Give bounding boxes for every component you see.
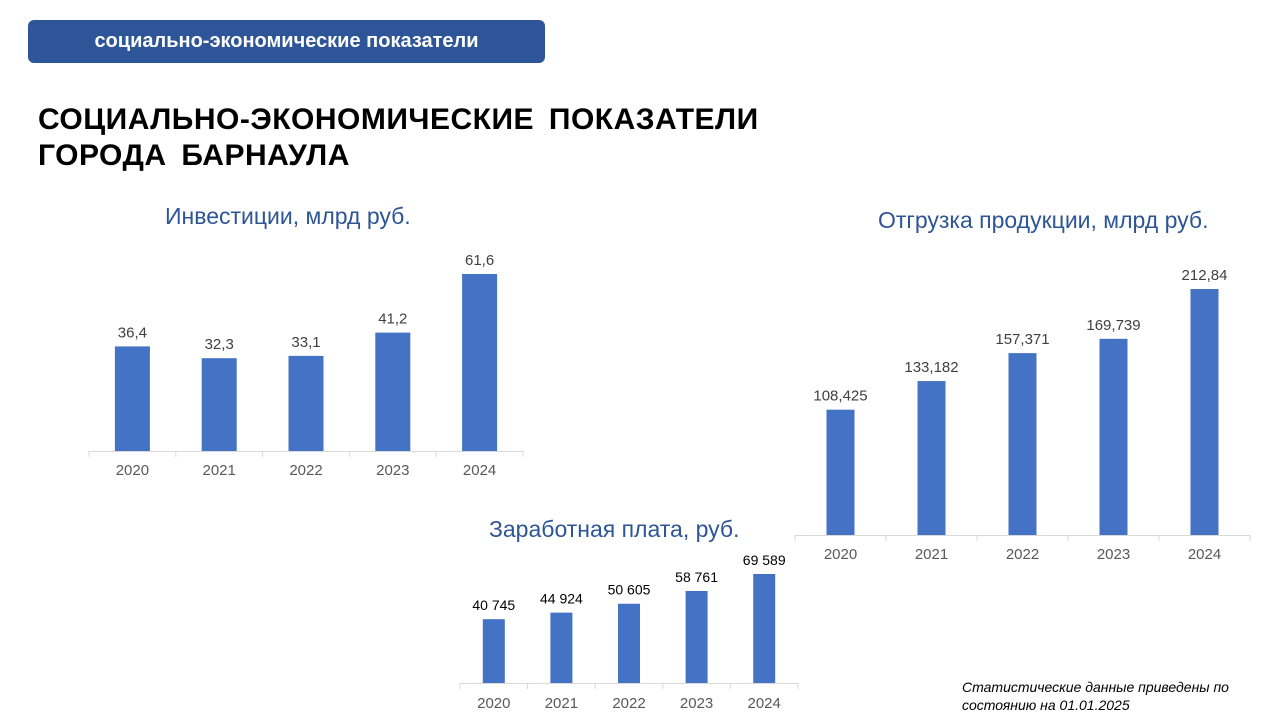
salary-bar-2021 [550, 612, 573, 683]
shipment-data-label-2022: 157,371 [995, 331, 1049, 348]
salary-data-label-2023: 58 761 [675, 569, 718, 585]
shipment-tick-label-2022: 2022 [1006, 546, 1039, 563]
salary-data-label-2021: 44 924 [540, 591, 583, 607]
salary-data-label-2020: 40 745 [472, 597, 515, 613]
salary-tick-label-2023: 2023 [680, 695, 713, 712]
salary-tick-label-2021: 2021 [545, 695, 578, 712]
salary-tick-label-2022: 2022 [612, 695, 645, 712]
footnote-line-2: состоянию на 01.01.2025 [962, 697, 1130, 713]
shipment-bar-2021 [917, 381, 946, 535]
shipment-data-label-2024: 212,84 [1182, 267, 1228, 284]
investments-chart-title: Инвестиции, млрд руб. [165, 203, 411, 229]
footnote-line-1: Статистические данные приведены по [962, 679, 1229, 695]
investments-bar-2024 [462, 274, 498, 451]
salary-bar-2024 [753, 574, 776, 683]
salary-chart-title: Заработная плата, руб. [489, 516, 740, 542]
investments-tick-label-2021: 2021 [203, 462, 236, 479]
shipment-bar-2020 [826, 409, 855, 535]
salary-bar-2022 [618, 603, 640, 683]
investments-data-label-2022: 33,1 [291, 334, 320, 351]
page-title: СОЦИАЛЬНО-ЭКОНОМИЧЕСКИЕ ПОКАЗАТЕЛИ ГОРОД… [38, 102, 759, 174]
shipment-data-label-2020: 108,425 [813, 388, 867, 405]
investments-bar-2022 [288, 355, 324, 451]
shipment-tick-label-2021: 2021 [915, 546, 948, 563]
page-title-line-1: СОЦИАЛЬНО-ЭКОНОМИЧЕСКИЕ ПОКАЗАТЕЛИ [38, 103, 759, 136]
investments-data-label-2020: 36,4 [118, 324, 147, 341]
investments-tick-label-2023: 2023 [376, 462, 409, 479]
investments-data-label-2021: 32,3 [205, 336, 234, 353]
header-badge: социально-экономические показатели [28, 20, 545, 63]
investments-bar-2021 [201, 358, 237, 451]
shipment-bar-2023 [1099, 338, 1128, 535]
shipment-data-label-2021: 133,182 [904, 359, 958, 376]
salary-bar-2020 [482, 619, 505, 683]
salary-tick-label-2024: 2024 [748, 695, 781, 712]
investments-tick-label-2020: 2020 [116, 462, 149, 479]
investments-bar-2023 [375, 332, 411, 451]
investments-bar-2020 [114, 346, 150, 451]
shipment-chart-title: Отгрузка продукции, млрд руб. [878, 207, 1209, 233]
footnote: Статистические данные приведены по состо… [962, 678, 1272, 714]
shipment-bar-2024 [1190, 289, 1219, 535]
salary-bar-2023 [685, 590, 708, 683]
page-title-line-2: ГОРОДА БАРНАУЛА [38, 139, 350, 172]
salary-data-label-2024: 69 589 [743, 552, 786, 568]
salary-tick-label-2020: 2020 [477, 695, 510, 712]
investments-tick-label-2022: 2022 [289, 462, 322, 479]
shipment-tick-label-2024: 2024 [1188, 546, 1221, 563]
investments-tick-label-2024: 2024 [463, 462, 496, 479]
investments-data-label-2024: 61,6 [465, 252, 494, 269]
shipment-data-label-2023: 169,739 [1086, 317, 1140, 334]
shipment-tick-label-2023: 2023 [1097, 546, 1130, 563]
shipment-tick-label-2020: 2020 [824, 546, 857, 563]
investments-data-label-2023: 41,2 [378, 311, 407, 328]
salary-data-label-2022: 50 605 [608, 582, 651, 598]
shipment-bar-2022 [1008, 353, 1037, 535]
